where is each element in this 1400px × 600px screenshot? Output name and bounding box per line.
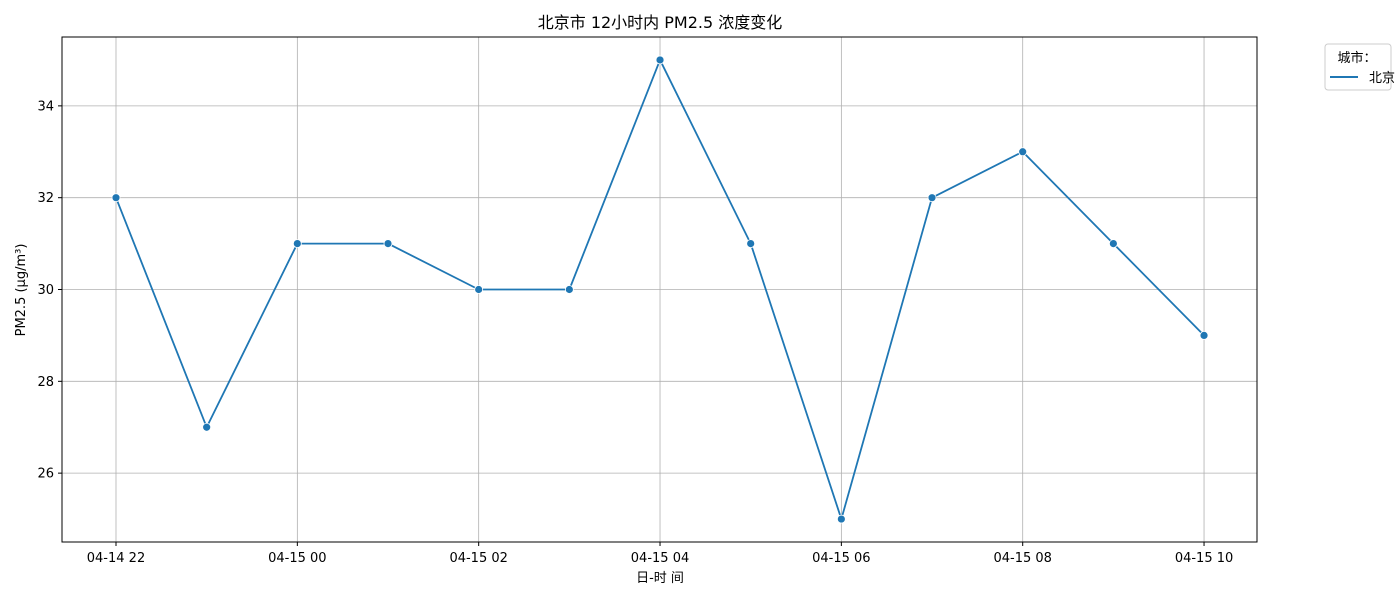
- legend-box: [1324, 43, 1392, 91]
- y-tick-label: 34: [37, 99, 54, 114]
- series-layer: [111, 55, 1209, 524]
- data-point: [746, 239, 756, 248]
- x-tick-label: 04-14 22: [87, 551, 145, 566]
- data-point: [202, 422, 212, 432]
- grid: [62, 37, 1257, 542]
- x-tick-label: 04-15 08: [993, 551, 1051, 566]
- data-point: [292, 239, 302, 248]
- legend: 城市： 北京: [1324, 43, 1395, 91]
- x-tick-label: 04-15 06: [812, 551, 870, 566]
- y-tick-label: 30: [37, 283, 54, 298]
- x-axis-label: 日-时 间: [636, 571, 684, 586]
- data-point: [655, 55, 665, 65]
- data-point: [383, 239, 393, 248]
- data-point: [474, 285, 484, 294]
- data-point: [836, 514, 846, 524]
- chart-title: 北京市 12小时内 PM2.5 浓度变化: [538, 13, 783, 32]
- legend-title: 城市：: [1337, 50, 1376, 66]
- x-tick-label: 04-15 02: [449, 551, 507, 566]
- y-axis-label: PM2.5 (μg/m³): [14, 244, 29, 337]
- x-tick-label: 04-15 00: [268, 551, 326, 566]
- x-axis: 04-14 22 04-15 00 04-15 02 04-15 04 04-15 06…: [87, 542, 1233, 566]
- data-point: [927, 193, 937, 203]
- y-tick-label: 32: [37, 191, 54, 206]
- data-point: [564, 285, 574, 294]
- x-tick-label: 04-15 10: [1175, 551, 1233, 566]
- y-tick-label: 28: [37, 375, 54, 390]
- y-axis: 26 28 30 32 34: [37, 99, 62, 482]
- legend-entry: 北京: [1369, 71, 1395, 86]
- data-point: [1199, 331, 1209, 340]
- data-point: [111, 193, 121, 203]
- data-point: [1108, 239, 1118, 248]
- y-tick-label: 26: [37, 467, 54, 482]
- x-tick-label: 04-15 04: [631, 551, 689, 566]
- data-point: [1018, 147, 1028, 157]
